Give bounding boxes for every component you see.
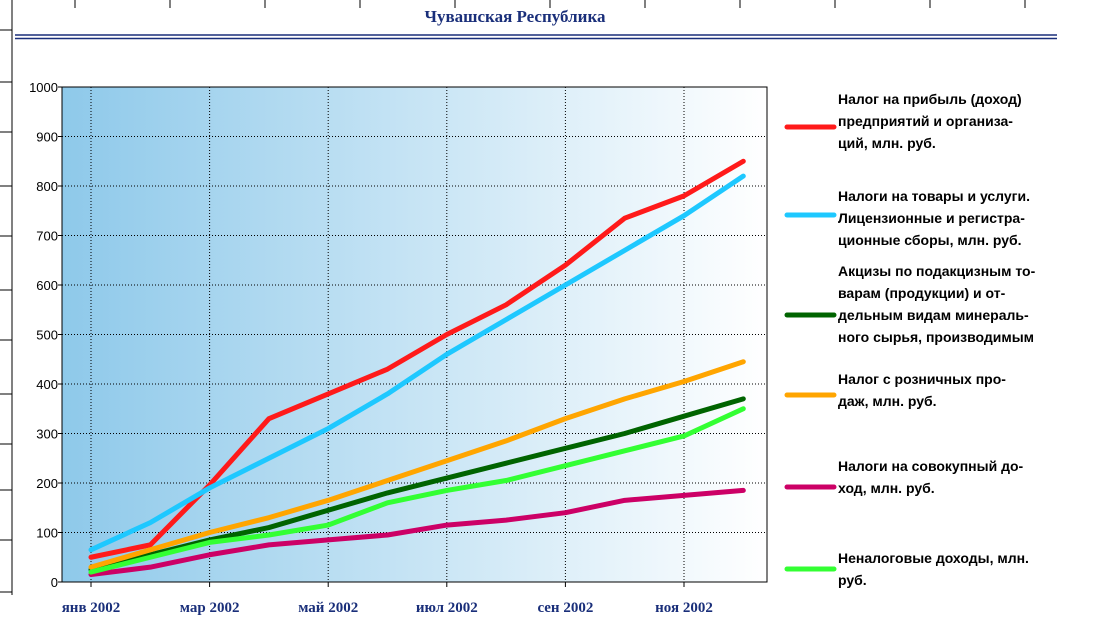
legend-label: Налог на прибыль (доход) предприятий и о… [838,91,1022,151]
x-tick-label: янв 2002 [62,600,121,616]
legend-label: Налог с розничных про- даж, млн. руб. [838,371,1006,409]
x-tick-label: ноя 2002 [655,600,713,616]
legend-label: Неналоговые доходы, млн. руб. [838,550,1029,588]
legend-label: Налоги на совокупный до- ход, млн. руб. [838,458,1024,496]
y-tick-label: 500 [36,328,58,343]
y-tick-label: 800 [36,179,58,194]
y-tick-label: 100 [36,526,58,541]
series-line [88,173,746,553]
y-tick-label: 200 [36,476,58,491]
legend-label: Акцизы по подакцизным то- варам (продукц… [838,263,1036,345]
chart-title: Чувашская Республика [424,7,606,26]
frame [0,0,1026,595]
series-line [88,406,746,575]
x-tick-label: мар 2002 [180,600,240,616]
series-line [88,487,746,578]
x-tick-label: май 2002 [298,600,358,616]
y-tick-label: 400 [36,377,58,392]
x-tick-label: сен 2002 [537,600,593,616]
y-tick-label: 300 [36,427,58,442]
y-tick-label: 600 [36,278,58,293]
legend-label: Налоги на товары и услуги. Лицензионные … [838,188,1030,248]
x-tick-label: июл 2002 [416,600,478,616]
y-tick-label: 1000 [29,80,58,95]
series-line [88,359,746,570]
y-tick-label: 700 [36,229,58,244]
y-tick-label: 0 [51,575,58,590]
y-tick-label: 900 [36,130,58,145]
